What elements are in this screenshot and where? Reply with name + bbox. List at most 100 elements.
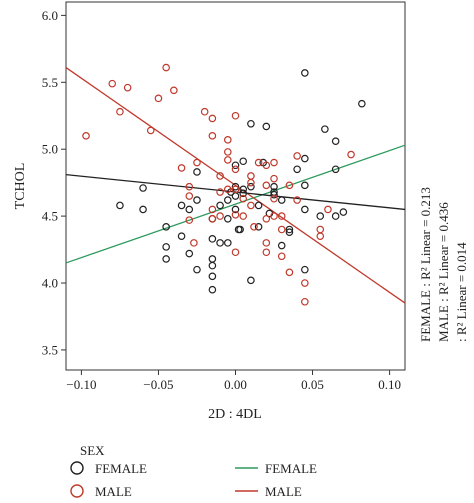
point-male (293, 152, 301, 160)
y-tick-label: 5.5 (42, 75, 58, 90)
annotation-female: FEMALE : R² Linear = 0.213 (418, 187, 433, 342)
point-male (208, 214, 217, 223)
legend-male-marker (70, 484, 84, 498)
point-male (185, 216, 194, 224)
point-male (223, 148, 232, 156)
legend-title: SEX (80, 443, 105, 458)
point-male (324, 205, 332, 214)
point-female (185, 205, 194, 214)
point-male (193, 158, 201, 167)
point-male (239, 212, 248, 220)
point-female (301, 181, 309, 190)
x-axis: −0.10 −0.05 0.00 0.05 0.10 (66, 370, 401, 392)
y-tick-label: 4.5 (42, 209, 58, 224)
point-female (239, 185, 248, 194)
point-female (185, 249, 194, 258)
point-male (162, 63, 170, 72)
point-male (177, 164, 186, 172)
x-tick-label: 0.00 (224, 377, 247, 392)
point-male (146, 126, 155, 135)
y-tick-label: 3.5 (42, 342, 58, 357)
point-male (239, 194, 248, 203)
point-female (177, 232, 186, 240)
point-female (239, 157, 248, 166)
point-female (177, 201, 186, 210)
point-female (216, 201, 224, 210)
point-male (200, 107, 209, 116)
point-female (231, 161, 240, 170)
point-female (331, 137, 340, 145)
point-female (301, 205, 309, 214)
point-male (223, 136, 232, 144)
point-female (301, 69, 309, 77)
legend-female-line-label: FEMALE (265, 461, 317, 476)
point-male (170, 86, 178, 95)
point-male (293, 196, 301, 204)
y-tick-label: 5.0 (42, 142, 58, 157)
point-male (285, 268, 294, 277)
point-female (223, 214, 232, 223)
point-female (339, 208, 348, 216)
point-male (208, 132, 217, 140)
point-male (254, 158, 263, 167)
point-male (116, 107, 124, 116)
legend-male-line-label: MALE (265, 484, 302, 499)
y-tick-label: 4.0 (42, 276, 58, 291)
point-female (247, 119, 255, 128)
point-male (185, 182, 194, 191)
point-male (262, 248, 271, 257)
point-male (270, 174, 278, 183)
point-male (247, 172, 255, 180)
point-male (247, 178, 255, 187)
point-male (262, 239, 271, 247)
point-female (239, 189, 248, 198)
point-female (293, 165, 301, 174)
point-male (208, 114, 217, 123)
point-male (301, 297, 309, 306)
point-male (270, 158, 278, 167)
point-male (277, 212, 286, 220)
x-tick-label: 0.05 (301, 377, 324, 392)
fit-line-male (65, 67, 406, 304)
point-male (277, 252, 286, 261)
point-female (193, 265, 201, 274)
point-male (347, 150, 355, 159)
point-male (270, 212, 278, 220)
point-male (316, 225, 325, 234)
x-tick-label: 0.10 (378, 377, 401, 392)
point-female (301, 154, 309, 163)
point-female (231, 192, 240, 200)
y-axis: 3.5 4.0 4.5 5.0 5.5 6.0 (42, 8, 66, 357)
point-male (223, 156, 232, 164)
fit-line-female (65, 144, 406, 264)
point-male (123, 83, 132, 92)
x-tick-label: −0.10 (66, 377, 96, 392)
y-tick-label: 6.0 (42, 8, 58, 23)
y-axis-label: TCHOL (13, 163, 28, 210)
point-male (231, 248, 240, 257)
legend: SEX FEMALE MALE FEMALE MALE (70, 443, 317, 499)
point-female (208, 235, 217, 243)
point-male (231, 165, 240, 174)
point-female (162, 243, 170, 251)
point-female (254, 223, 263, 231)
point-female (277, 241, 286, 250)
point-male (108, 79, 117, 88)
point-male (216, 212, 224, 220)
point-male (231, 210, 240, 219)
point-female (193, 196, 201, 204)
point-female (208, 261, 217, 270)
legend-male-marker-label: MALE (95, 484, 132, 499)
point-female (223, 239, 232, 247)
point-female (301, 265, 309, 274)
point-female (139, 184, 147, 192)
legend-female-marker (70, 461, 84, 475)
point-female (316, 212, 325, 220)
point-female (116, 201, 124, 210)
point-male (231, 185, 240, 194)
point-female (223, 196, 232, 204)
point-female (358, 99, 366, 108)
point-female (277, 196, 286, 204)
point-female (270, 190, 278, 199)
